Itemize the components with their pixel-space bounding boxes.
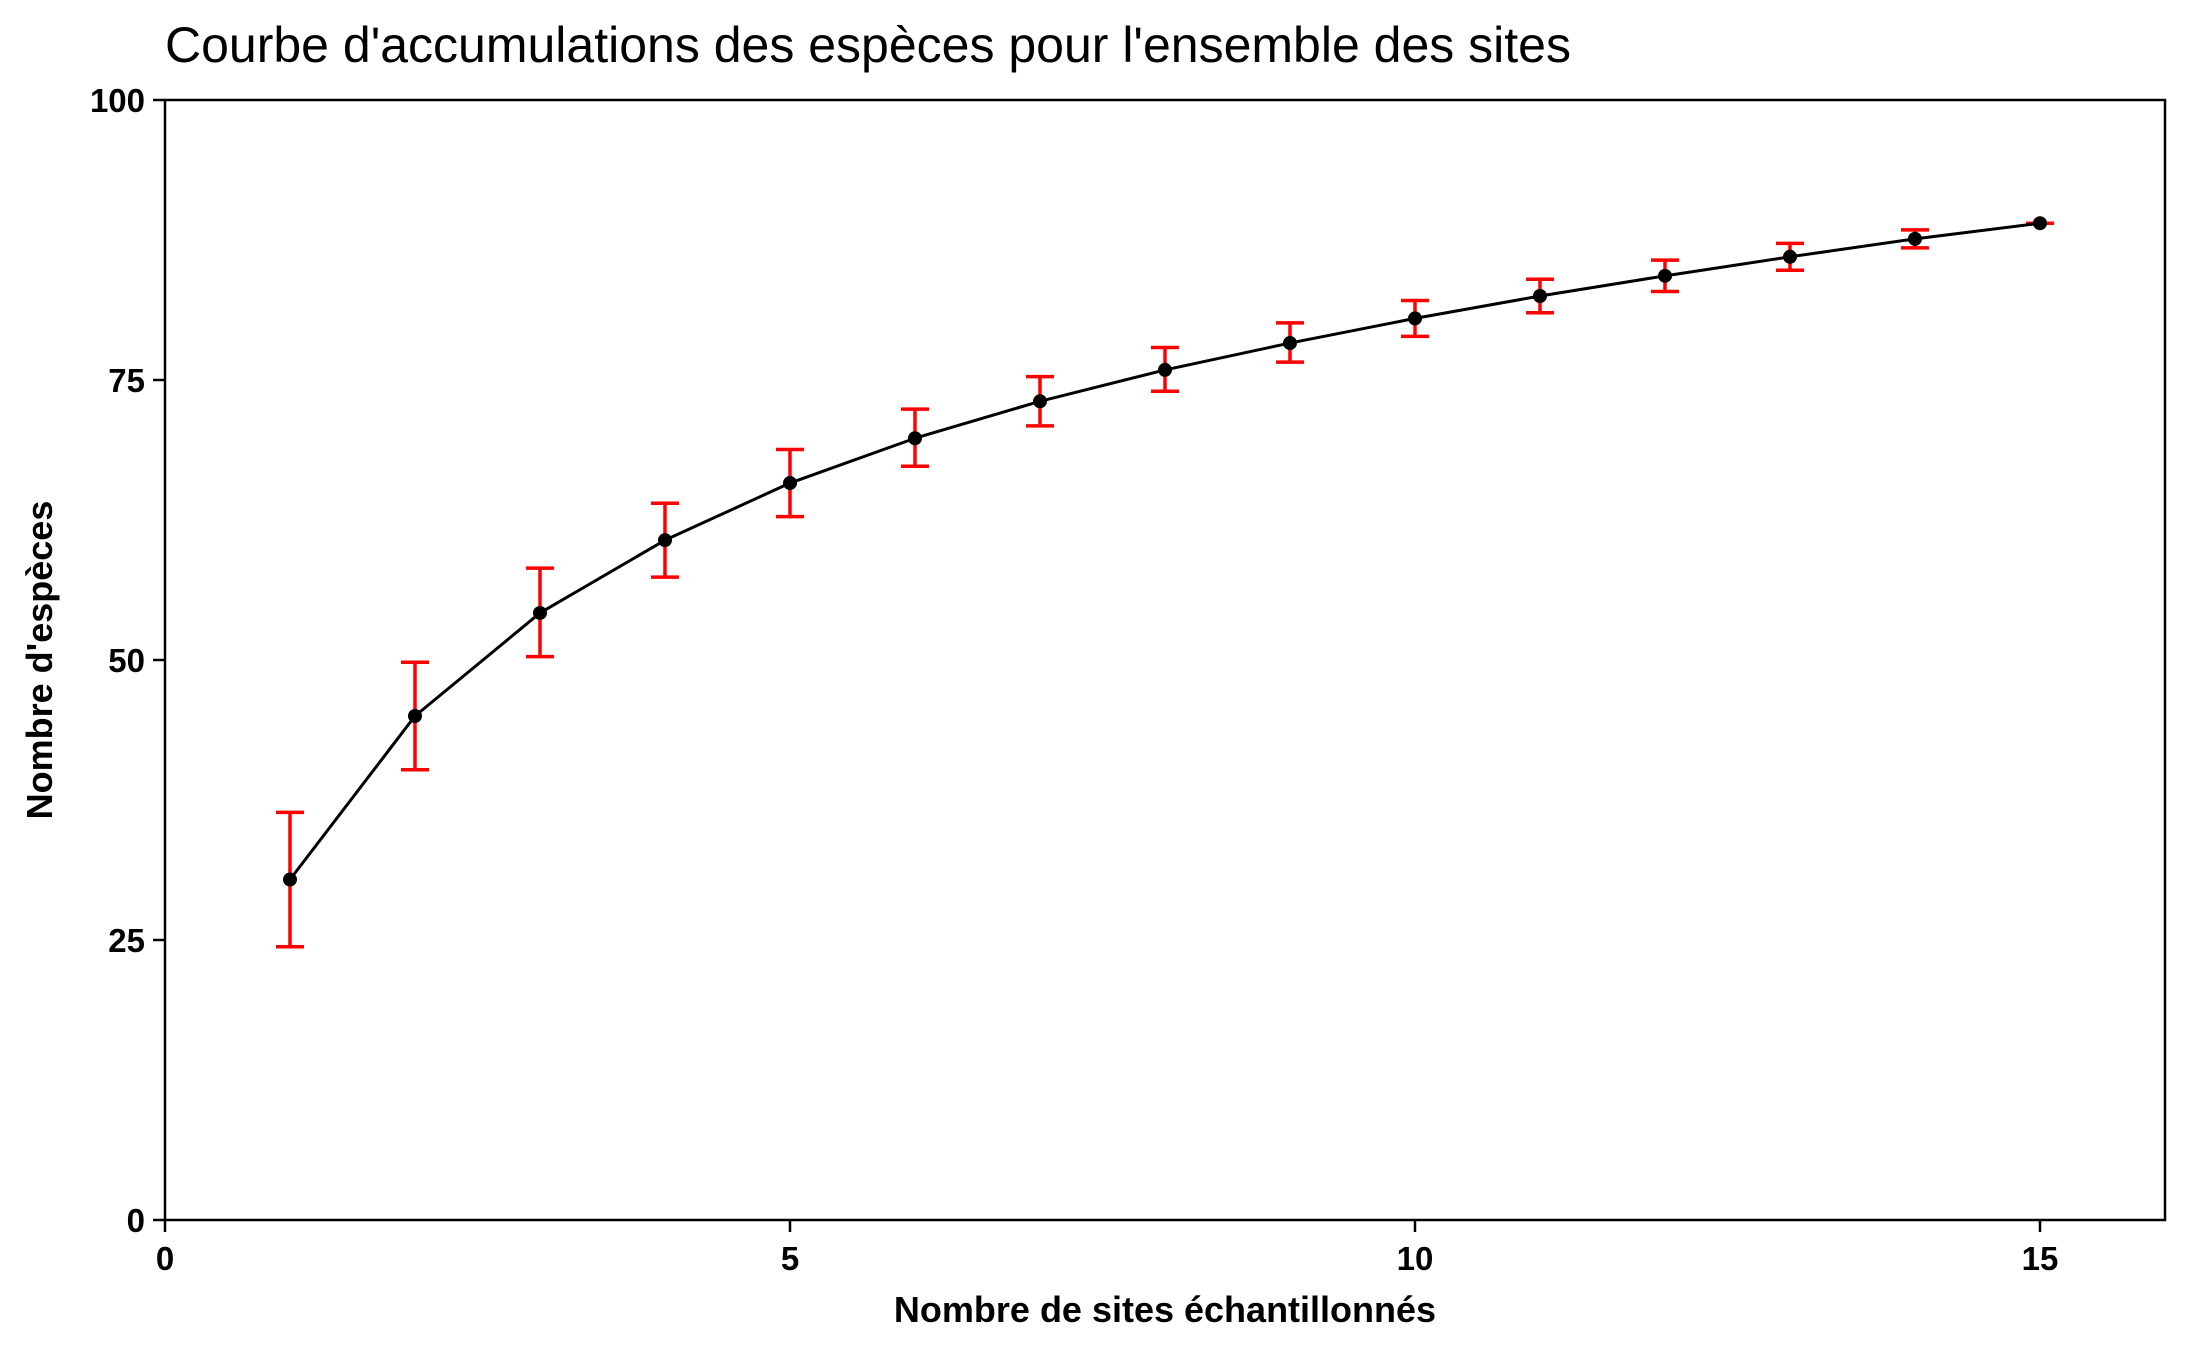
y-axis: 0 25 50 75 100 <box>90 82 165 1239</box>
data-point <box>533 605 547 620</box>
x-tick-label: 15 <box>2022 1240 2059 1277</box>
data-points <box>283 216 2047 887</box>
x-axis: 0 5 10 15 <box>156 1220 2059 1277</box>
y-axis-title: Nombre d'espèces <box>19 501 60 820</box>
y-tick-label: 50 <box>108 642 145 679</box>
x-tick-label: 10 <box>1397 1240 1434 1277</box>
y-tick-label: 0 <box>127 1202 145 1239</box>
data-point <box>1908 231 1922 246</box>
series-line-group <box>288 221 2041 881</box>
y-tick-label: 25 <box>108 922 145 959</box>
data-point <box>1783 249 1797 264</box>
data-point <box>783 476 797 491</box>
data-point <box>1533 289 1547 303</box>
y-tick-label: 100 <box>90 82 145 119</box>
data-point <box>2033 216 2047 231</box>
data-point <box>908 431 922 446</box>
chart-title: Courbe d'accumulations des espèces pour … <box>165 17 1571 73</box>
data-point <box>283 872 297 887</box>
error-bars <box>276 221 2054 949</box>
plot-frame <box>163 98 2167 1222</box>
data-point <box>408 709 422 723</box>
x-tick-label: 5 <box>781 1240 799 1277</box>
y-tick-label: 75 <box>108 362 145 399</box>
data-point <box>1658 268 1672 283</box>
x-tick-label: 0 <box>156 1240 174 1277</box>
series-line <box>288 221 2041 881</box>
data-point <box>1408 311 1422 326</box>
data-point <box>1283 336 1297 351</box>
data-point <box>1033 394 1047 409</box>
data-point <box>1158 362 1172 377</box>
x-axis-title: Nombre de sites échantillonnés <box>894 1289 1436 1330</box>
data-point <box>658 533 672 548</box>
